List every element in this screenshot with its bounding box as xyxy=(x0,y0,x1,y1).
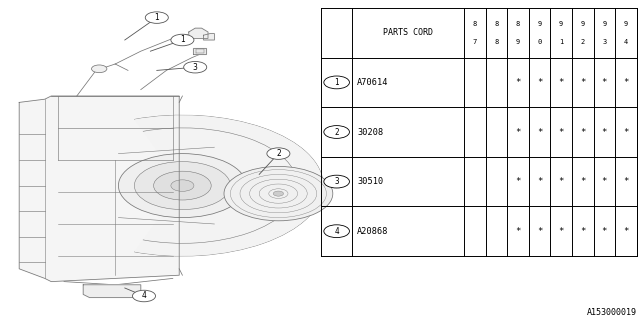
Text: *: * xyxy=(623,177,628,186)
Text: *: * xyxy=(623,78,628,87)
Text: *: * xyxy=(537,78,542,87)
Polygon shape xyxy=(19,96,179,282)
Text: *: * xyxy=(623,227,628,236)
Circle shape xyxy=(118,154,246,218)
Text: *: * xyxy=(515,127,521,137)
Text: 9: 9 xyxy=(624,21,628,27)
Text: *: * xyxy=(602,78,607,87)
Text: A70614: A70614 xyxy=(357,78,388,87)
Text: *: * xyxy=(602,227,607,236)
Text: *: * xyxy=(515,78,521,87)
Text: 1: 1 xyxy=(154,13,159,22)
Text: *: * xyxy=(559,127,564,137)
Text: *: * xyxy=(537,177,542,186)
Circle shape xyxy=(154,171,211,200)
Text: A20868: A20868 xyxy=(357,227,388,236)
Text: *: * xyxy=(602,177,607,186)
Text: 4: 4 xyxy=(141,292,147,300)
Text: 3: 3 xyxy=(334,177,339,186)
Text: A153000019: A153000019 xyxy=(587,308,637,317)
Text: 30208: 30208 xyxy=(357,127,383,137)
Circle shape xyxy=(145,12,168,23)
Text: 3: 3 xyxy=(602,39,607,45)
Text: 8: 8 xyxy=(473,21,477,27)
Text: 9: 9 xyxy=(516,39,520,45)
Text: 30510: 30510 xyxy=(357,177,383,186)
Text: *: * xyxy=(602,127,607,137)
Text: 1: 1 xyxy=(180,36,185,44)
Text: *: * xyxy=(537,127,542,137)
Text: *: * xyxy=(515,227,521,236)
Text: 8: 8 xyxy=(494,39,499,45)
Text: 2: 2 xyxy=(334,127,339,137)
Text: 9: 9 xyxy=(602,21,607,27)
Text: *: * xyxy=(559,78,564,87)
Text: 3: 3 xyxy=(193,63,198,72)
Circle shape xyxy=(171,34,194,46)
Text: *: * xyxy=(580,78,586,87)
Polygon shape xyxy=(189,28,208,38)
Circle shape xyxy=(134,162,230,210)
Text: 8: 8 xyxy=(494,21,499,27)
Text: 9: 9 xyxy=(538,21,541,27)
Circle shape xyxy=(324,225,349,237)
Text: *: * xyxy=(580,177,586,186)
Text: *: * xyxy=(515,177,521,186)
Text: 9: 9 xyxy=(559,21,563,27)
Text: 9: 9 xyxy=(580,21,585,27)
Text: 1: 1 xyxy=(334,78,339,87)
Text: *: * xyxy=(559,227,564,236)
Text: 7: 7 xyxy=(473,39,477,45)
Circle shape xyxy=(273,191,284,196)
Text: *: * xyxy=(537,227,542,236)
Wedge shape xyxy=(134,115,323,256)
Circle shape xyxy=(224,166,333,221)
Text: PARTS CORD: PARTS CORD xyxy=(383,28,433,37)
Text: 4: 4 xyxy=(624,39,628,45)
Text: *: * xyxy=(580,227,586,236)
Circle shape xyxy=(92,65,107,73)
Polygon shape xyxy=(204,34,214,40)
Text: 4: 4 xyxy=(334,227,339,236)
Circle shape xyxy=(267,148,290,159)
Polygon shape xyxy=(83,285,141,298)
Text: 2: 2 xyxy=(580,39,585,45)
Text: *: * xyxy=(623,127,628,137)
Circle shape xyxy=(324,126,349,139)
Text: 2: 2 xyxy=(276,149,281,158)
Text: 0: 0 xyxy=(538,39,541,45)
Text: *: * xyxy=(580,127,586,137)
Circle shape xyxy=(132,290,156,302)
Circle shape xyxy=(171,180,194,191)
Text: *: * xyxy=(559,177,564,186)
Circle shape xyxy=(324,175,349,188)
Text: 1: 1 xyxy=(559,39,563,45)
Text: 8: 8 xyxy=(516,21,520,27)
Circle shape xyxy=(184,61,207,73)
Circle shape xyxy=(324,76,349,89)
Polygon shape xyxy=(193,48,206,54)
